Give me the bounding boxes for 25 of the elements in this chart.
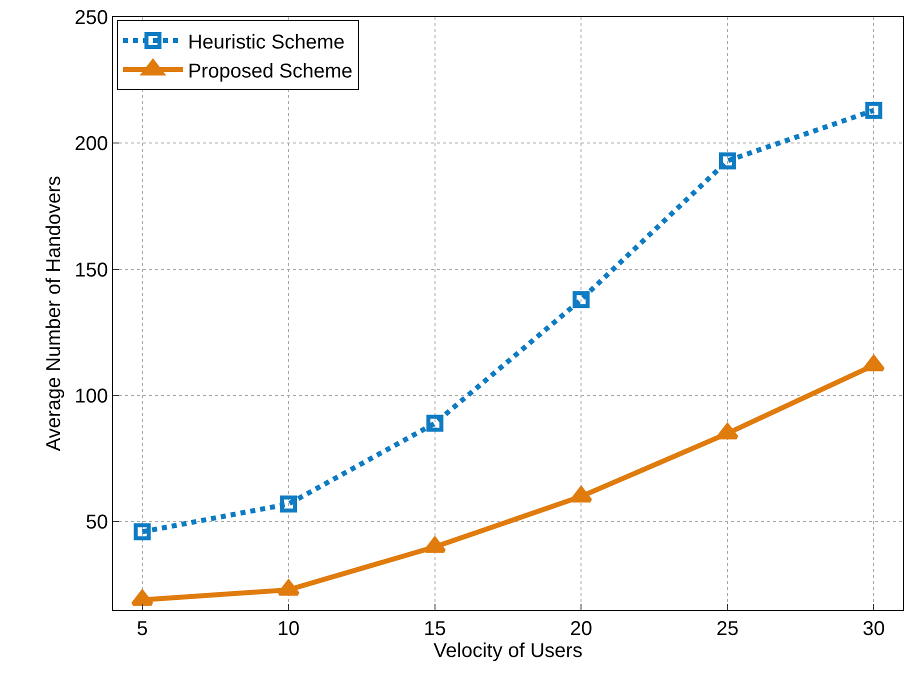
- y-tick-label: 50: [86, 512, 108, 534]
- y-tick-label: 100: [74, 386, 108, 408]
- x-tick-label: 25: [716, 618, 739, 640]
- point: [716, 423, 739, 440]
- legend-label: Heuristic Scheme: [188, 31, 345, 54]
- legend-label: Proposed Scheme: [188, 60, 352, 82]
- point: [424, 536, 446, 553]
- x-tick-label: 15: [424, 618, 446, 640]
- x-tick-label: 30: [862, 618, 885, 640]
- y-axis-title: Average Number of Handovers: [43, 176, 66, 452]
- y-tick-label: 200: [74, 133, 108, 156]
- x-axis-title: Velocity of Users: [434, 640, 582, 662]
- point: [570, 486, 592, 502]
- y-tick-label: 150: [74, 259, 108, 282]
- point: [131, 590, 154, 606]
- y-tick-label: 250: [74, 7, 108, 29]
- x-tick-label: 20: [570, 618, 592, 640]
- point: [572, 291, 590, 308]
- x-tick-label: 10: [277, 618, 300, 640]
- point: [862, 355, 885, 372]
- x-tick-label: 5: [136, 618, 148, 640]
- point: [865, 102, 882, 119]
- point: [426, 414, 444, 432]
- point: [718, 152, 736, 170]
- point: [277, 580, 300, 596]
